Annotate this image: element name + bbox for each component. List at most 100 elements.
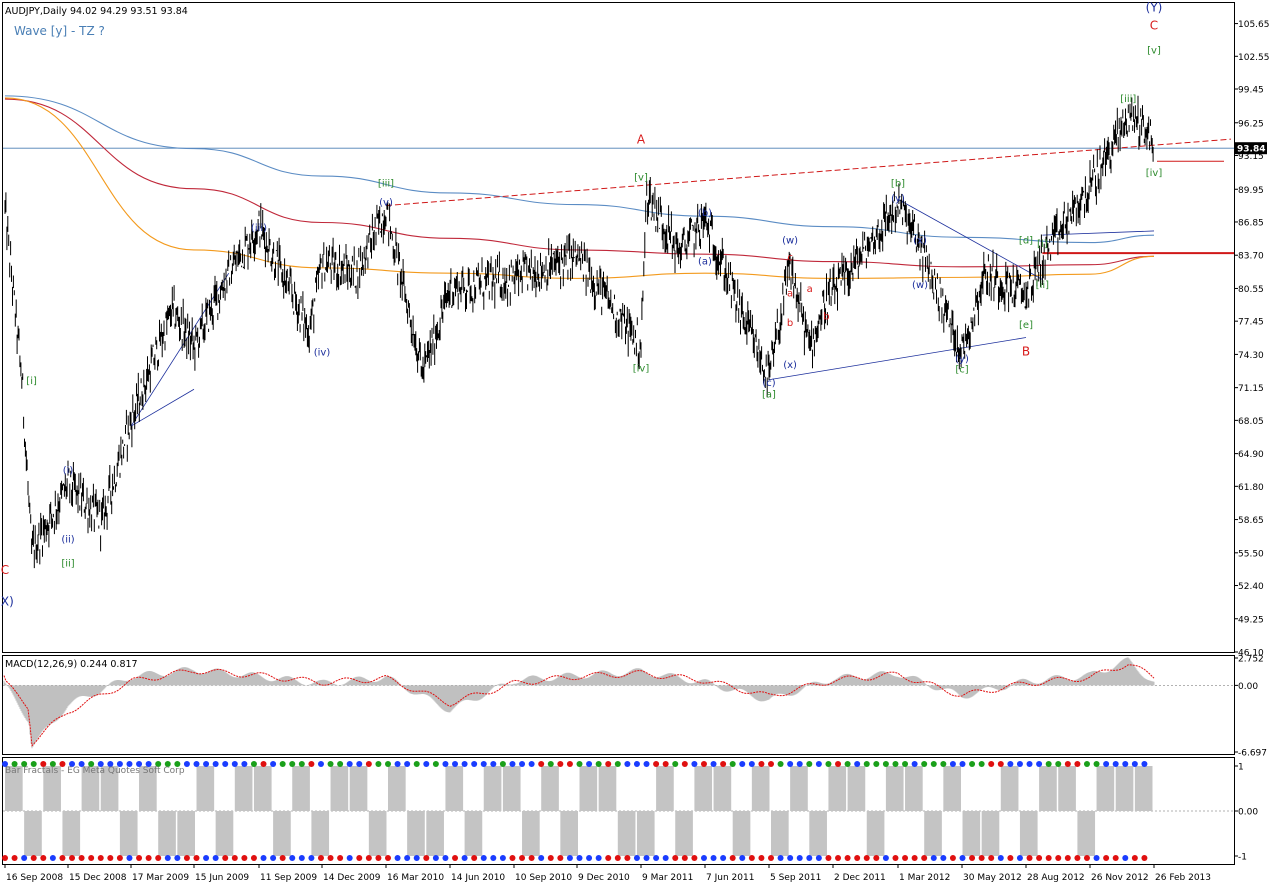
fractal-state-bar bbox=[713, 766, 732, 811]
fractal-bottom-dot bbox=[212, 855, 219, 861]
fractal-bottom-dot bbox=[279, 855, 286, 861]
fractal-bottom-dot bbox=[1103, 855, 1110, 861]
fractal-top-dot bbox=[729, 761, 736, 767]
fractal-top-dot bbox=[710, 761, 717, 767]
fractal-bottom-dot bbox=[854, 855, 861, 861]
fractal-top-dot bbox=[1036, 761, 1043, 767]
fractal-state-bar bbox=[866, 811, 885, 856]
fractal-state-bar bbox=[292, 766, 310, 811]
fractal-bottom-dot bbox=[930, 855, 937, 861]
y-tick-label: 52.40 bbox=[1238, 582, 1264, 592]
fractal-state-bar bbox=[1019, 811, 1038, 856]
fractal-bottom-dot bbox=[2, 855, 8, 861]
fractal-bottom-dot bbox=[308, 855, 315, 861]
fractal-bottom-dot bbox=[49, 855, 56, 861]
fractal-state-bar bbox=[234, 766, 253, 811]
x-tick-label: 9 Mar 2011 bbox=[642, 873, 693, 883]
wave-label: [ii] bbox=[1036, 280, 1049, 291]
fractal-bottom-dot bbox=[902, 855, 909, 861]
fractal-state-bar bbox=[981, 811, 1000, 856]
y-tick-label: 58.65 bbox=[1238, 516, 1264, 526]
fractal-top-dot bbox=[480, 761, 487, 767]
fractal-bottom-dot bbox=[1141, 855, 1148, 861]
fractal-state-bar bbox=[139, 766, 157, 811]
fractal-top-dot bbox=[1074, 761, 1081, 767]
fractal-bottom-dot bbox=[1131, 855, 1138, 861]
fractal-bottom-dot bbox=[97, 855, 104, 861]
x-tick-label: 9 Dec 2010 bbox=[578, 873, 630, 883]
fractal-bottom-dot bbox=[614, 855, 621, 861]
fractal-state-bar bbox=[1077, 811, 1096, 856]
wave-label: a bbox=[787, 288, 793, 299]
fractal-top-dot bbox=[356, 761, 363, 767]
fractal-top-dot bbox=[882, 761, 889, 767]
fractal-pane bbox=[2, 761, 1234, 861]
fractal-state-bar bbox=[962, 811, 981, 856]
fractal-top-dot bbox=[11, 761, 18, 767]
fractal-top-dot bbox=[624, 761, 631, 767]
fractal-top-dot bbox=[78, 761, 85, 767]
y-tick-label: 105.65 bbox=[1238, 20, 1270, 30]
fractal-top-dot bbox=[796, 761, 803, 767]
fractal-top-dot bbox=[672, 761, 679, 767]
fractal-top-dot bbox=[1093, 761, 1100, 767]
fractal-bottom-dot bbox=[700, 855, 707, 861]
fractal-bottom-dot bbox=[595, 855, 602, 861]
fractal-state-bar bbox=[5, 766, 23, 811]
fractal-top-dot bbox=[653, 761, 660, 767]
fractal-state-bar bbox=[771, 811, 789, 856]
fractal-top-dot bbox=[97, 761, 104, 767]
fractal-top-dot bbox=[519, 761, 526, 767]
fractal-bottom-dot bbox=[432, 855, 439, 861]
y-tick-label: 83.70 bbox=[1238, 252, 1264, 262]
fractal-state-bar bbox=[675, 811, 693, 856]
fractal-bottom-dot bbox=[969, 855, 976, 861]
fractal-state-bar bbox=[330, 766, 349, 811]
fractal-top-dot bbox=[1131, 761, 1138, 767]
trend-line-dashed bbox=[385, 138, 1232, 207]
fractal-state-bar bbox=[407, 811, 425, 856]
fractal-bottom-dot bbox=[672, 855, 679, 861]
fractal-state-bar bbox=[1058, 766, 1076, 811]
frac-y-tick-label: 1 bbox=[1238, 763, 1244, 773]
fractal-top-dot bbox=[930, 761, 937, 767]
fractal-bottom-dot bbox=[1045, 855, 1052, 861]
fractal-state-bar bbox=[579, 766, 598, 811]
y-tick-label: 86.85 bbox=[1238, 218, 1264, 228]
price-tag-box bbox=[1235, 142, 1267, 155]
fractal-top-dot bbox=[969, 761, 976, 767]
fractal-top-dot bbox=[825, 761, 832, 767]
wave-label: [iii] bbox=[378, 179, 394, 190]
macd-title: MACD(12,26,9) 0.244 0.817 bbox=[5, 659, 138, 670]
fractal-top-dot bbox=[691, 761, 698, 767]
fractal-state-bar bbox=[388, 766, 406, 811]
fractal-top-dot bbox=[21, 761, 28, 767]
x-tick-label: 26 Feb 2013 bbox=[1155, 873, 1211, 883]
y-tick-label: 99.45 bbox=[1238, 86, 1264, 96]
y-tick-label: 77.45 bbox=[1238, 318, 1264, 328]
frac-y-tick-label: 0.00 bbox=[1238, 808, 1258, 818]
x-tick-label: 17 Mar 2009 bbox=[132, 873, 189, 883]
wave-channel-line bbox=[130, 388, 195, 427]
fractal-bottom-dot bbox=[145, 855, 152, 861]
fractal-bottom-dot bbox=[40, 855, 47, 861]
fractal-state-bar bbox=[464, 811, 483, 856]
moving-average-line bbox=[4, 95, 1155, 244]
fractal-top-dot bbox=[385, 761, 391, 767]
fractal-bottom-dot bbox=[978, 855, 985, 861]
fractal-top-dot bbox=[471, 761, 478, 767]
wave-label: c bbox=[787, 252, 793, 263]
wave-label: b bbox=[787, 318, 793, 329]
fractal-top-dot bbox=[777, 761, 784, 767]
fractal-state-bar bbox=[62, 811, 81, 856]
fractal-top-dot bbox=[289, 761, 296, 767]
fractal-state-bar bbox=[790, 766, 808, 811]
fractal-bottom-dot bbox=[528, 855, 535, 861]
fractal-bottom-dot bbox=[423, 855, 430, 861]
fractal-state-bar bbox=[158, 811, 176, 856]
fractal-bottom-dot bbox=[777, 855, 784, 861]
fractal-bottom-dot bbox=[815, 855, 822, 861]
fractal-bottom-dot bbox=[413, 855, 420, 861]
wave-label: (iii) bbox=[251, 223, 267, 234]
fractal-state-bar bbox=[253, 766, 272, 811]
